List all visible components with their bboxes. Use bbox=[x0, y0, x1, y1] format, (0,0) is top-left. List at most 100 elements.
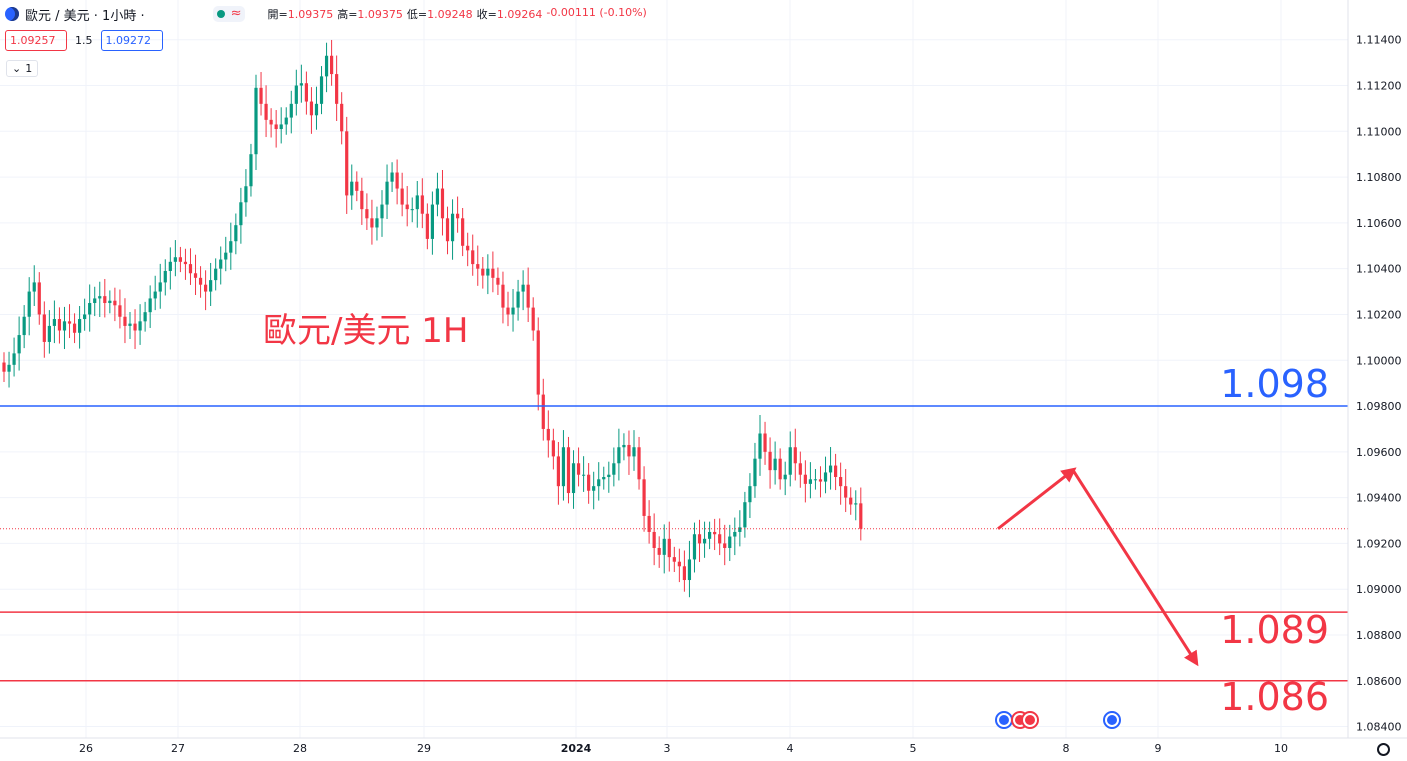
candle bbox=[380, 190, 384, 237]
candle bbox=[375, 206, 379, 241]
candle bbox=[284, 107, 288, 135]
candle-body bbox=[788, 447, 792, 475]
symbol-title[interactable]: 歐元 / 美元 · 1小時 · bbox=[25, 8, 145, 24]
candle bbox=[214, 258, 218, 291]
candle bbox=[541, 378, 545, 441]
candle-body bbox=[153, 291, 157, 299]
level-label[interactable]: 1.089 bbox=[1220, 608, 1329, 652]
ohlc-value: 1.09375 bbox=[357, 8, 403, 21]
candle bbox=[410, 197, 414, 223]
settings-icon[interactable] bbox=[1377, 743, 1390, 756]
price-tick-label: 1.09800 bbox=[1356, 400, 1402, 413]
candle-body bbox=[617, 447, 621, 464]
candle bbox=[450, 199, 455, 260]
candle bbox=[738, 510, 742, 547]
sell-button[interactable]: 1.09257 bbox=[5, 30, 67, 51]
candle-body bbox=[178, 257, 182, 262]
candle-body bbox=[314, 103, 319, 116]
market-status[interactable]: ≈ bbox=[212, 6, 246, 22]
price-tick-label: 1.09600 bbox=[1356, 446, 1402, 459]
event-flag-dot bbox=[1025, 715, 1035, 725]
candle bbox=[133, 309, 137, 350]
candle bbox=[718, 518, 722, 556]
candle-body bbox=[113, 300, 117, 306]
candle-body bbox=[828, 465, 833, 473]
candle-body bbox=[385, 181, 389, 205]
candle bbox=[546, 410, 550, 458]
candle bbox=[204, 270, 208, 311]
chart-annotation[interactable]: 歐元/美元 1H bbox=[263, 311, 469, 351]
ohlc-item: 收=1.09264 bbox=[477, 6, 543, 22]
candle bbox=[128, 311, 132, 339]
candle bbox=[808, 462, 812, 499]
indicator-toggle[interactable]: ⌄ 1 bbox=[6, 60, 39, 77]
candle bbox=[828, 447, 833, 490]
candle-body bbox=[859, 503, 863, 529]
candle bbox=[556, 441, 560, 505]
candle-body bbox=[249, 154, 253, 187]
candle-body bbox=[370, 218, 374, 228]
candle-body bbox=[219, 259, 223, 269]
candle-body bbox=[98, 296, 102, 299]
candle-body bbox=[516, 291, 520, 308]
candle-body bbox=[138, 321, 142, 331]
candle-body bbox=[743, 502, 747, 528]
ohlc-item: 開=1.09375 bbox=[267, 6, 333, 22]
candle-body bbox=[380, 204, 384, 219]
candle-body bbox=[506, 307, 510, 315]
candle-body bbox=[445, 218, 450, 242]
buy-button[interactable]: 1.09272 bbox=[100, 30, 163, 51]
candle bbox=[183, 248, 188, 280]
level-label[interactable]: 1.098 bbox=[1220, 362, 1329, 406]
candle bbox=[143, 301, 147, 332]
candle-body bbox=[440, 188, 445, 219]
candle-body bbox=[738, 527, 742, 532]
candle-body bbox=[420, 195, 424, 214]
candle-body bbox=[93, 298, 97, 304]
event-flag-dot bbox=[1107, 715, 1117, 725]
candle-body bbox=[536, 330, 540, 395]
level-label[interactable]: 1.086 bbox=[1220, 675, 1329, 719]
candle-body bbox=[491, 268, 495, 278]
candle bbox=[32, 265, 36, 306]
candle bbox=[748, 473, 752, 518]
candle bbox=[526, 267, 530, 323]
time-tick-label: 28 bbox=[293, 742, 307, 755]
projection-arrows bbox=[997, 467, 1199, 667]
candle-body bbox=[541, 394, 545, 429]
chevron-down-icon: ⌄ bbox=[12, 62, 22, 75]
candle-body bbox=[854, 503, 858, 505]
price-tick-label: 1.10400 bbox=[1356, 263, 1402, 276]
ohlc-label: 低= bbox=[406, 8, 428, 21]
event-flag-dot bbox=[999, 715, 1009, 725]
price-tick-label: 1.10600 bbox=[1356, 217, 1402, 230]
candle bbox=[103, 278, 107, 318]
candle-body bbox=[687, 559, 692, 581]
candle bbox=[531, 297, 535, 341]
ohlc-readout: 開=1.09375 高=1.09375 低=1.09248 收=1.09264 -0.0… bbox=[267, 6, 646, 22]
candle-body bbox=[627, 444, 631, 457]
candle bbox=[798, 451, 802, 488]
candle-body bbox=[697, 534, 702, 544]
candle-body bbox=[435, 188, 440, 205]
candle-body bbox=[642, 479, 646, 516]
candle bbox=[118, 289, 122, 329]
candle bbox=[52, 300, 56, 344]
candle bbox=[98, 281, 102, 317]
candle-body bbox=[521, 284, 525, 292]
candle bbox=[264, 85, 268, 138]
candle bbox=[78, 305, 82, 349]
candle-body bbox=[763, 433, 767, 452]
candle-body bbox=[375, 218, 379, 228]
candle-body bbox=[239, 202, 243, 226]
candle bbox=[425, 203, 429, 250]
candle bbox=[314, 86, 319, 130]
candle-body bbox=[335, 74, 339, 104]
candle bbox=[456, 196, 460, 233]
candle bbox=[67, 304, 72, 339]
ohlc-item: 高=1.09375 bbox=[337, 6, 403, 22]
price-axis-bg bbox=[1348, 0, 1407, 761]
time-tick-label: 9 bbox=[1155, 742, 1162, 755]
candle-body bbox=[582, 474, 586, 476]
